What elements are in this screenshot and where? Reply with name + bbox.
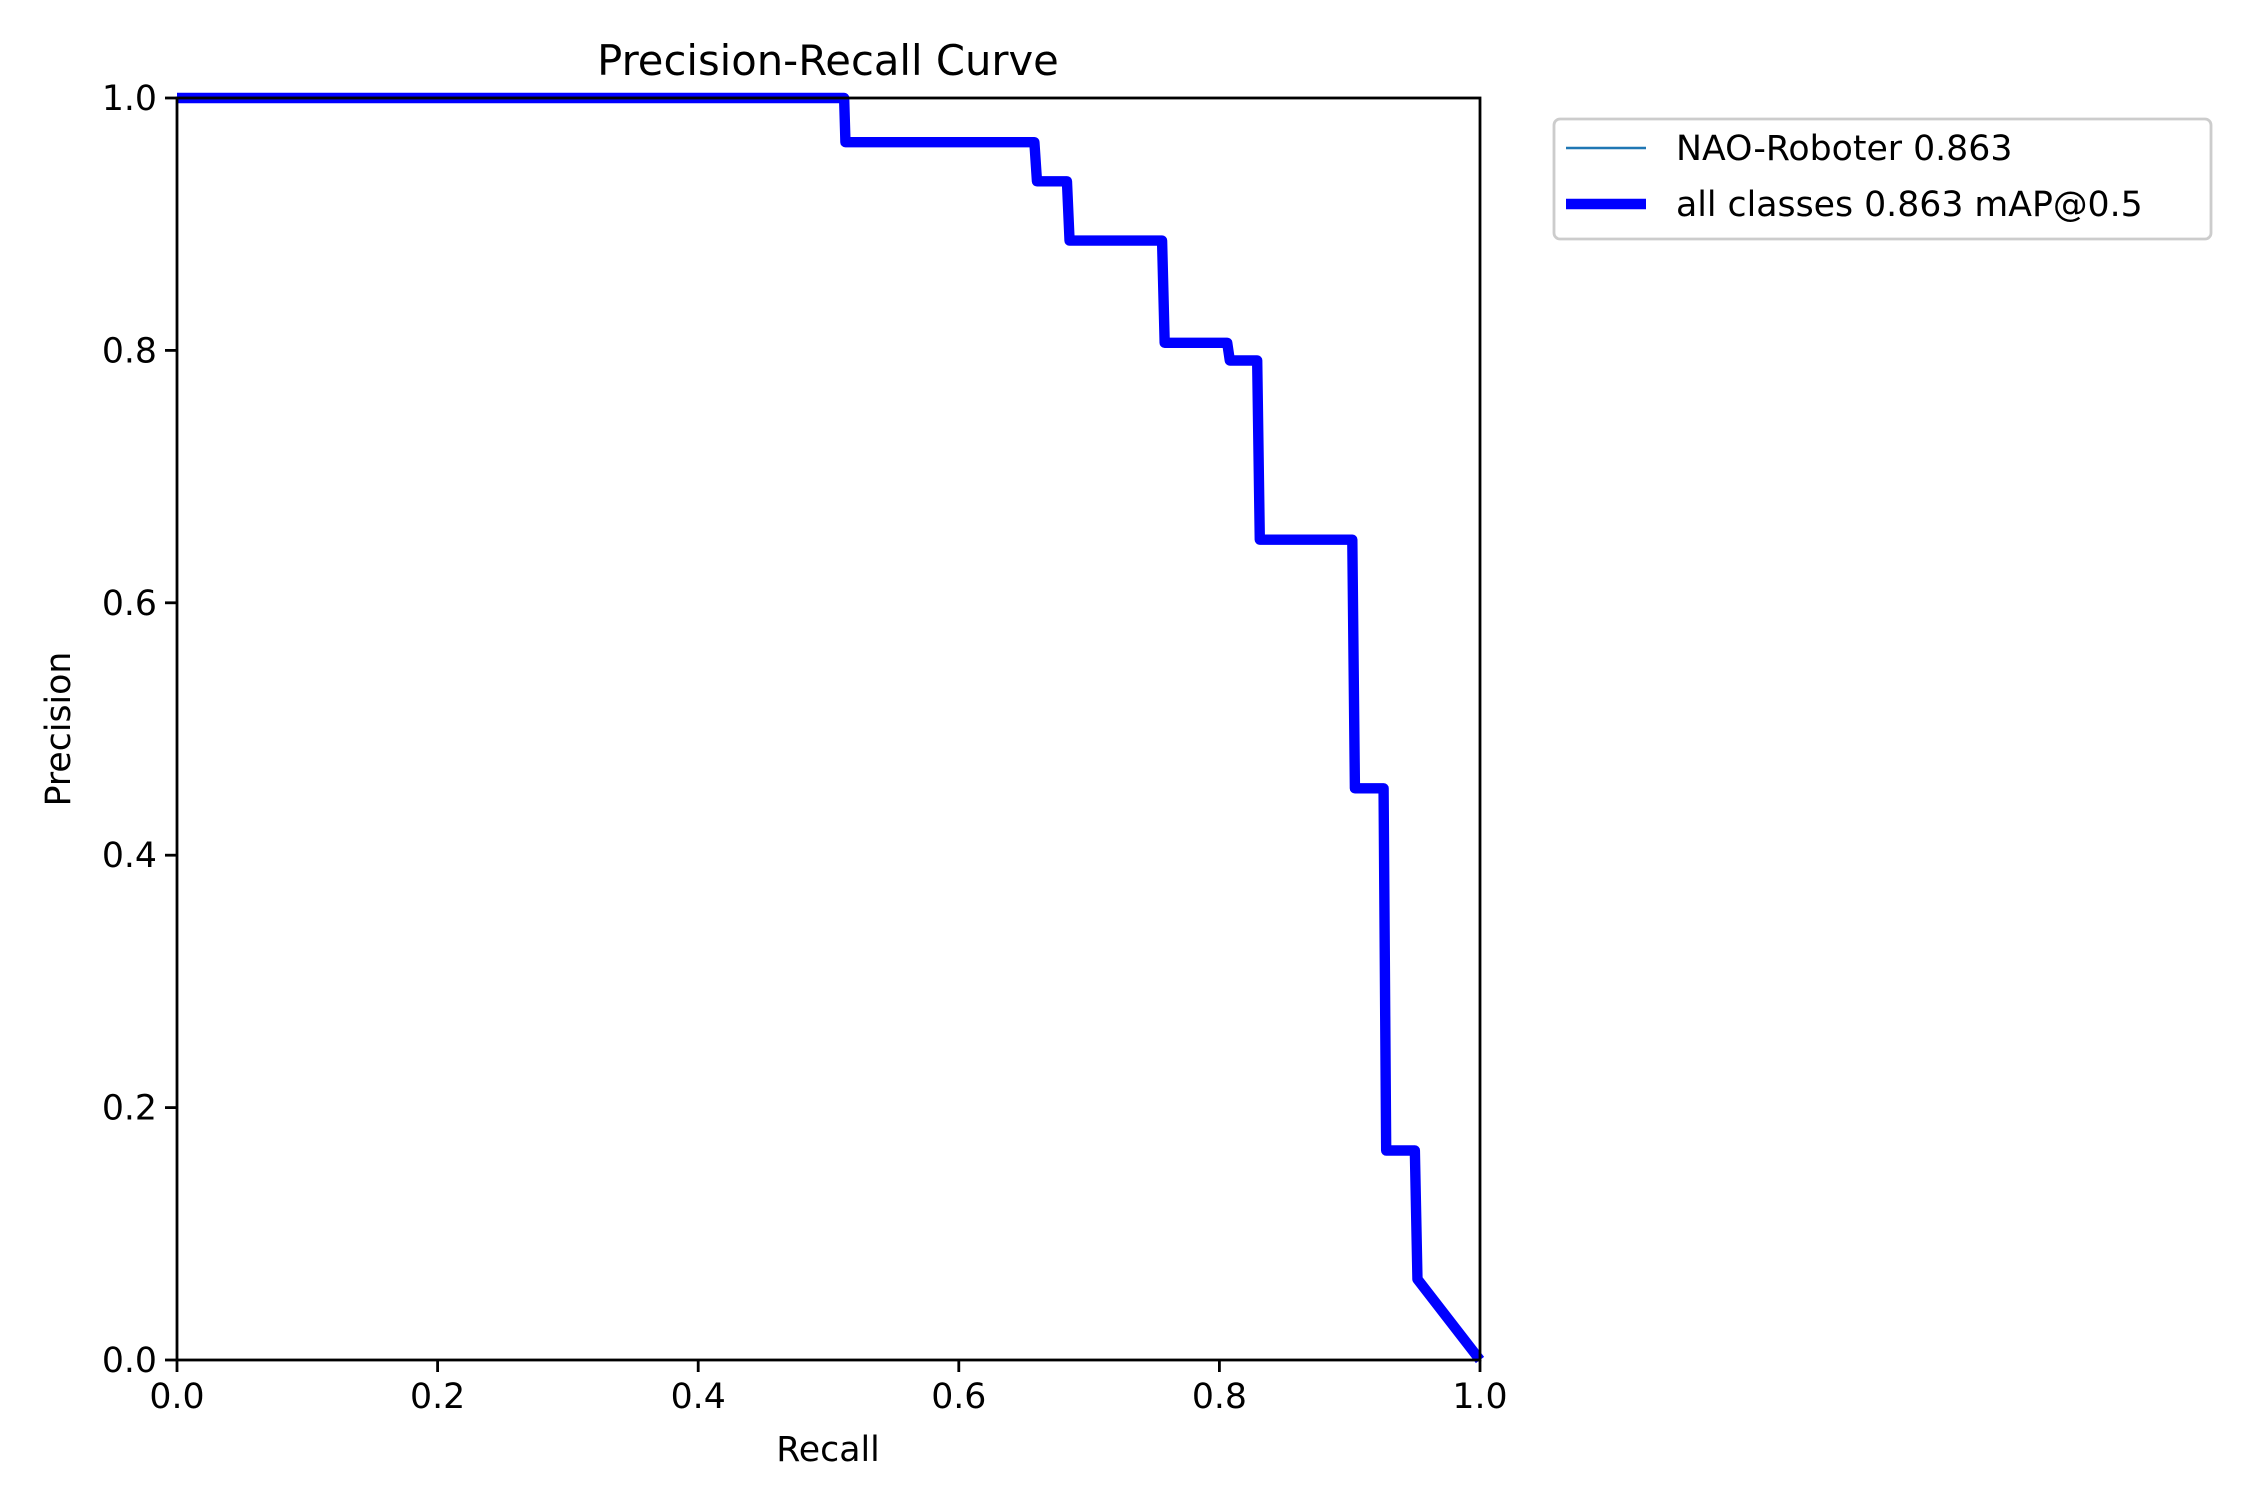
x-tick-label: 1.0: [1452, 1377, 1507, 1417]
y-axis-label: Precision: [39, 652, 79, 807]
y-tick-label: 0.6: [102, 584, 157, 624]
y-tick-label: 0.0: [102, 1341, 157, 1381]
legend-label-all-classes: all classes 0.863 mAP@0.5: [1676, 185, 2143, 225]
x-tick-label: 0.4: [671, 1377, 726, 1417]
y-tick-label: 0.2: [102, 1089, 157, 1129]
series-layer: [177, 92, 1485, 1364]
x-tick-label: 0.6: [931, 1377, 986, 1417]
legend: NAO-Roboter 0.863 all classes 0.863 mAP@…: [1552, 117, 2213, 241]
series-line-1: [177, 92, 1485, 1364]
chart-title: Precision-Recall Curve: [597, 36, 1059, 85]
plot-frame: [175, 96, 1482, 1362]
legend-label-nao-roboter: NAO-Roboter 0.863: [1676, 129, 2012, 169]
x-axis-label: Recall: [776, 1430, 880, 1470]
y-tick-label: 1.0: [102, 79, 157, 119]
y-tick-label: 0.4: [102, 836, 157, 876]
x-axis: 0.0 0.2 0.4 0.6 0.8 1.0: [149, 1360, 1508, 1417]
y-axis: 0.0 0.2 0.4 0.6 0.8 1.0: [102, 79, 177, 1381]
series-line-0: [177, 96, 1481, 1361]
legend-box: [1552, 117, 2213, 241]
x-tick-label: 0.8: [1192, 1377, 1247, 1417]
x-tick-label: 0.0: [149, 1377, 204, 1417]
y-tick-label: 0.8: [102, 331, 157, 371]
x-tick-label: 0.2: [410, 1377, 465, 1417]
